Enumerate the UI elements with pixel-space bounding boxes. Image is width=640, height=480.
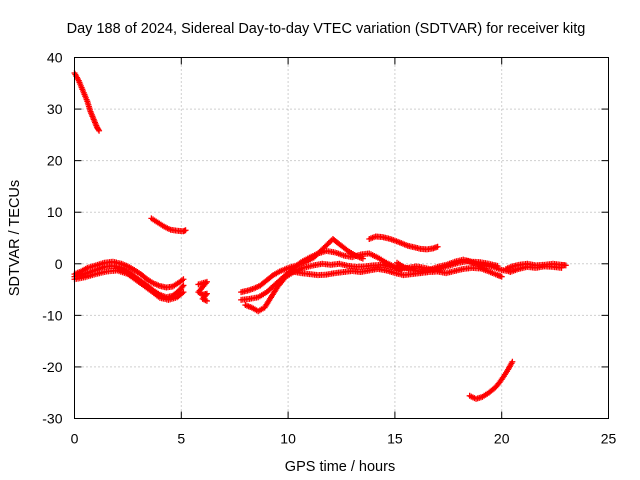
data-point: [180, 276, 187, 283]
data-point: [466, 392, 478, 402]
data-point: [154, 219, 166, 229]
data-point: [430, 244, 440, 252]
data-point: [498, 273, 505, 280]
data-point: [96, 127, 103, 134]
data-point: [270, 269, 281, 279]
series-arc-6: [195, 278, 210, 304]
x-tick-label: 10: [280, 431, 296, 447]
grid: [74, 57, 609, 419]
data-point: [274, 275, 288, 290]
plot-frame: [74, 57, 609, 419]
data-point: [434, 243, 441, 250]
data-point: [325, 237, 335, 247]
x-axis-label: GPS time / hours: [285, 459, 395, 475]
data-point: [276, 265, 290, 275]
data-point: [500, 368, 511, 380]
series-arc-4: [71, 267, 187, 303]
data-point: [306, 251, 320, 261]
data-point: [250, 283, 262, 292]
data-point: [383, 259, 397, 270]
data-point: [509, 358, 516, 365]
y-tick-label: 20: [47, 153, 63, 169]
data-point: [176, 277, 186, 286]
data-point: [255, 290, 269, 301]
data-point: [80, 88, 90, 103]
data-point: [268, 285, 280, 301]
data-point: [263, 273, 275, 284]
series-arc-5: [148, 215, 189, 235]
data-point: [261, 295, 274, 311]
data-point: [169, 288, 181, 299]
chart-title: Day 188 of 2024, Sidereal Day-to-day VTE…: [67, 21, 586, 37]
data-point: [302, 255, 316, 266]
data-point: [336, 241, 350, 253]
axis-ticks: 0 5 10 15 20 25 -30 -20 -10 0 10 20 30 40: [42, 50, 616, 447]
data-point: [93, 124, 102, 133]
series-arc-1: [71, 69, 103, 134]
series-arc-13: [466, 358, 516, 402]
data-point: [169, 280, 181, 290]
data-points: [71, 69, 569, 402]
data-point: [505, 360, 515, 373]
data-point: [562, 262, 569, 269]
data-point: [182, 227, 189, 234]
x-tick-label: 15: [387, 431, 403, 447]
data-point: [174, 290, 186, 301]
series-arc-11: [366, 233, 441, 253]
x-tick-label: 0: [71, 431, 79, 447]
data-point: [558, 264, 565, 271]
data-point: [263, 282, 277, 296]
data-point: [146, 286, 162, 300]
data-point: [124, 263, 136, 273]
data-point: [180, 282, 187, 289]
data-point: [137, 271, 149, 282]
y-tick-label: 40: [47, 50, 63, 66]
data-point: [319, 241, 331, 253]
data-point: [148, 215, 160, 225]
series-arc-9: [242, 258, 514, 315]
data-point: [75, 77, 86, 93]
data-point: [176, 283, 186, 294]
series-arc-14: [502, 260, 569, 276]
data-point: [131, 266, 143, 277]
data-point: [144, 276, 155, 286]
y-tick-label: -10: [42, 307, 62, 323]
data-point: [135, 278, 151, 292]
series-arc-12: [394, 256, 501, 275]
y-tick-label: 0: [55, 256, 63, 272]
x-tick-label: 20: [494, 431, 510, 447]
data-point: [479, 390, 491, 400]
y-tick-label: 10: [47, 204, 63, 220]
data-point: [124, 271, 141, 284]
data-point: [199, 295, 209, 304]
data-point: [394, 259, 405, 269]
y-axis-label: SDTVAR / TECUs: [7, 180, 23, 296]
data-point: [180, 289, 187, 296]
series-arc-10: [289, 264, 505, 280]
x-tick-label: 25: [601, 431, 617, 447]
data-point: [494, 272, 504, 280]
data-point: [485, 385, 498, 396]
y-tick-label: 30: [47, 101, 63, 117]
y-tick-label: -20: [42, 359, 62, 375]
data-point: [180, 227, 188, 235]
y-tick-label: -30: [42, 411, 62, 427]
data-point: [374, 254, 388, 265]
data-point: [492, 380, 502, 391]
data-point: [203, 297, 210, 304]
data-point: [494, 262, 501, 269]
data-point: [255, 305, 267, 315]
data-point: [496, 374, 506, 386]
data-point: [248, 304, 260, 314]
data-point: [485, 268, 499, 278]
data-point: [161, 223, 173, 232]
data-point: [366, 250, 380, 260]
data-point: [329, 236, 342, 247]
data-point: [195, 289, 205, 297]
data-point: [297, 255, 311, 266]
data-point: [257, 278, 269, 289]
x-tick-label: 5: [177, 431, 185, 447]
